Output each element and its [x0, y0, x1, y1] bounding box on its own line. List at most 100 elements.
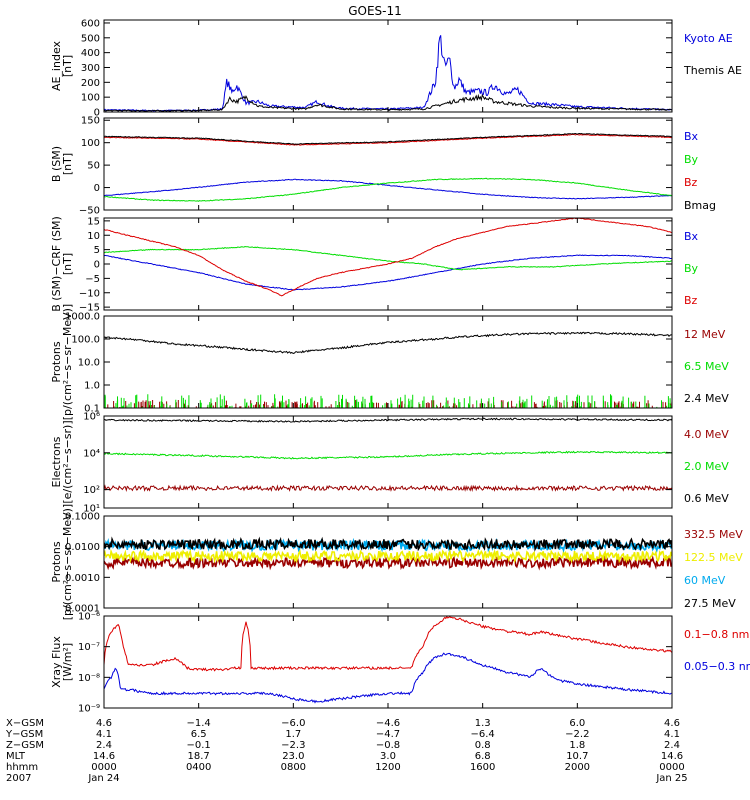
legend-entry: Bmag — [684, 199, 716, 212]
y-tick-label: 0.1000 — [65, 512, 100, 523]
x-column-value: 1.8 — [569, 740, 585, 751]
y-tick-label: 0.0100 — [65, 542, 100, 553]
y-tick-label: 10⁻⁷ — [78, 642, 100, 653]
y-tick-label: 10⁻⁶ — [78, 612, 100, 623]
x-column-value: −0.8 — [376, 740, 400, 751]
legend-entry: 2.4 MeV — [684, 392, 729, 405]
y-tick-label: 10² — [83, 485, 100, 496]
legend-entry: By — [684, 262, 699, 275]
panel-7: 10⁻⁹ 10⁻⁸ 10⁻⁷ 10⁻⁶ Xray Flux[W/m²] 0.1−0.8 n… — [50, 612, 750, 715]
x-column-value: 0400 — [186, 762, 211, 773]
panel-frame — [103, 415, 673, 509]
y-axis-label: [nT] — [61, 153, 74, 175]
y-tick-label: 100 — [81, 138, 100, 149]
y-tick-label: 0.0010 — [65, 573, 100, 584]
x-column-value: 18.7 — [188, 751, 210, 762]
panel-series — [104, 417, 672, 493]
y-axis-label: B (SM)−CRF (SM) — [50, 216, 63, 312]
x-column-value: 4.6 — [664, 718, 680, 729]
panel-4: 0.1 1.0 10.0 100.0 1000.0 Protons[p/(cm²−s−sr… — [50, 304, 729, 420]
x-column-value: 14.6 — [661, 751, 683, 762]
y-axis-label: AE_index — [50, 40, 63, 91]
y-axis-label: B (SM) — [50, 146, 63, 182]
legend-entry: 4.0 MeV — [684, 428, 729, 441]
panel-series — [104, 536, 672, 571]
y-tick-label: 10⁻⁹ — [78, 704, 100, 715]
y-axis-label: [nT] — [61, 253, 74, 275]
panel-series — [104, 218, 672, 297]
y-tick-label: 10⁶ — [83, 412, 100, 423]
y-tick-label: 1000.0 — [65, 312, 100, 323]
y-tick-label: 0 — [94, 183, 100, 194]
legend-entry: Bx — [684, 230, 699, 243]
x-row-label: Y−GSM — [5, 729, 43, 740]
legend-entry: Bx — [684, 130, 699, 143]
series-line-2 — [104, 245, 672, 271]
y-tick-label: −10 — [79, 288, 100, 299]
series-line-3 — [104, 133, 672, 146]
panel-3: −15 −10 −5 0 5 10 15 B (SM)−CRF (SM)[nT] Bx By Bz — [50, 216, 699, 313]
legend-entry: 12 MeV — [684, 328, 726, 341]
x-column-value: 10.7 — [566, 751, 588, 762]
y-tick-label: 100 — [81, 93, 100, 104]
y-tick-label: −50 — [79, 206, 100, 217]
y-tick-label: 1.0 — [84, 381, 100, 392]
series-line-2 — [104, 652, 672, 704]
plot-title: GOES-11 — [348, 4, 402, 18]
panel-1: 0 100 200 300 400 500 600 AE_index[nT] Kyoto AE T… — [50, 18, 742, 118]
y-tick-label: 10.0 — [78, 358, 100, 369]
panel-series — [104, 616, 672, 704]
x-column-value: 4.6 — [96, 718, 112, 729]
series-line-2 — [104, 450, 672, 460]
x-column-value: 1.7 — [285, 729, 301, 740]
x-column-value: 0.8 — [475, 740, 491, 751]
time-axis-table: X−GSMY−GSMZ−GSMMLThhmm20074.64.12.414.60… — [5, 718, 688, 784]
panel-series — [104, 132, 672, 202]
legend-entry: 27.5 MeV — [684, 597, 736, 610]
panel-2: −50 0 50 100 150 B (SM)[nT] Bx By Bz Bmag — [50, 116, 716, 217]
panel-frame — [103, 19, 673, 113]
legend-entry: 0.1−0.8 nm — [684, 628, 749, 641]
y-axis-label: Xray Flux — [50, 636, 63, 688]
x-column-value: −0.1 — [187, 740, 211, 751]
panel-series — [104, 331, 672, 408]
x-column-value: 2000 — [565, 762, 590, 773]
y-tick-label: 5 — [94, 245, 100, 256]
series-line-1 — [107, 400, 672, 408]
series-line-4 — [104, 536, 672, 552]
y-tick-label: 10⁴ — [83, 448, 100, 459]
y-tick-label: 0.1 — [84, 404, 100, 415]
x-column-value: −4.7 — [376, 729, 400, 740]
legend-entry: 122.5 MeV — [684, 551, 743, 564]
legend-entry: Bz — [684, 176, 698, 189]
legend-entry: 6.5 MeV — [684, 360, 729, 373]
legend-entry: 332.5 MeV — [684, 528, 743, 541]
series-line-2 — [104, 394, 672, 408]
x-column-value: 14.6 — [93, 751, 115, 762]
series-line-1 — [104, 35, 672, 112]
legend-entry: Bz — [684, 294, 698, 307]
x-column-value: 6.5 — [191, 729, 207, 740]
y-tick-label: 50 — [87, 161, 100, 172]
y-tick-label: −5 — [85, 274, 100, 285]
y-tick-label: 0 — [94, 108, 100, 119]
series-line-1 — [104, 616, 672, 672]
y-axis-label: [nT] — [61, 55, 74, 77]
legend-entry: 2.0 MeV — [684, 460, 729, 473]
x-column-value: 1600 — [470, 762, 495, 773]
series-line-1 — [104, 254, 672, 291]
x-column-value: −4.6 — [376, 718, 400, 729]
x-column-value: 4.1 — [96, 729, 112, 740]
y-axis-label: [e/(cm²−s−sr)] — [61, 420, 74, 503]
series-line-1 — [104, 554, 672, 571]
x-column-value: 2.4 — [96, 740, 112, 751]
y-tick-label: 500 — [81, 33, 100, 44]
x-row-label: 2007 — [6, 773, 31, 784]
x-column-value: −6.0 — [281, 718, 305, 729]
x-row-label: MLT — [6, 751, 26, 762]
x-column-value: 1200 — [375, 762, 400, 773]
x-column-value: 3.0 — [380, 751, 396, 762]
legend-entry: 0.6 MeV — [684, 492, 729, 505]
